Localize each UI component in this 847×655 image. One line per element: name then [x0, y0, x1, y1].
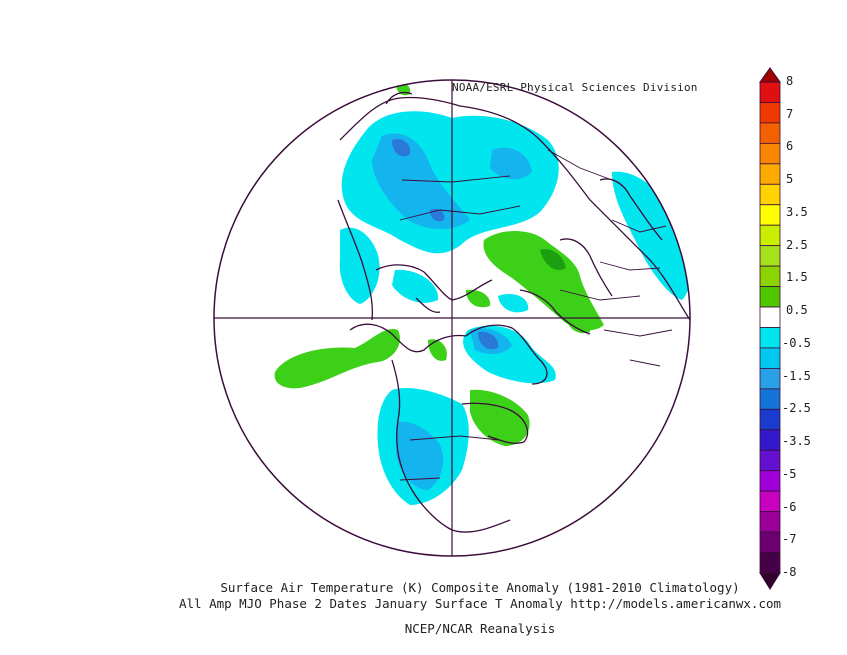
cold-region-na-core — [396, 421, 444, 490]
colorbar-swatch — [759, 490, 781, 513]
political-borders — [399, 149, 673, 481]
warm-region-hudson — [428, 339, 447, 361]
colorbar-swatch — [759, 142, 781, 165]
colorbar-swatch — [759, 552, 781, 574]
colorbar-tick-label: -3.5 — [782, 434, 811, 449]
credit-label: NOAA/ESRL Physical Sciences Division — [452, 81, 698, 94]
cold-region-alaska-dark — [478, 331, 499, 350]
colorbar-tick-label: 3.5 — [786, 204, 808, 219]
colorbar-tick-label: 7 — [786, 106, 794, 121]
colorbar-tick-label: 0.5 — [786, 303, 808, 318]
colorbar-tick-label: 5 — [786, 172, 794, 187]
colorbar-swatch — [759, 163, 781, 185]
colorbar-tick-label: -5 — [782, 466, 797, 481]
colorbar-swatch — [759, 265, 781, 287]
warm-region-arctic-atlantic — [483, 231, 604, 331]
warm-region-caucasus — [566, 316, 591, 334]
caption-source: NCEP/NCAR Reanalysis — [404, 621, 556, 636]
caption-subtitle: All Amp MJO Phase 2 Dates January Surfac… — [178, 596, 782, 611]
cold-region-siberia-east — [490, 147, 532, 180]
colorbar-swatch — [759, 306, 781, 328]
colorbar-tick-label: 8 — [786, 74, 794, 88]
warm-region-pacific — [274, 329, 400, 389]
colorbar-swatch — [759, 449, 781, 472]
colorbar-tick-label: -6 — [782, 499, 797, 514]
colorbar-swatch — [759, 286, 781, 308]
colorbar-swatch — [759, 470, 781, 492]
colorbar-swatch — [759, 511, 781, 533]
colorbar-tick-label: 2.5 — [786, 237, 808, 252]
colorbar-swatch — [759, 183, 781, 206]
colorbar-swatch — [759, 429, 781, 451]
cold-region-siberia-core — [372, 133, 470, 230]
colorbar-tick-label: -1.5 — [782, 368, 811, 383]
colorbar-tick-label: 1.5 — [786, 270, 808, 285]
cold-region-siberia-dark — [392, 138, 411, 157]
colorbar-tick-label: -2.5 — [782, 401, 811, 416]
colorbar-tick-label: 6 — [786, 139, 794, 154]
colorbar-swatch — [759, 368, 781, 390]
warm-region-warm-core — [540, 249, 566, 270]
colorbar-swatch — [759, 102, 781, 124]
colorbar-tick-label: -7 — [782, 532, 797, 547]
colorbar-swatch — [759, 408, 781, 431]
caption-title: Surface Air Temperature (K) Composite An… — [220, 580, 740, 595]
colorbar-swatch — [759, 347, 781, 369]
colorbar-arrow-bottom — [759, 572, 781, 590]
colorbar-swatch — [759, 531, 781, 553]
hemisphere-outline — [213, 79, 691, 557]
colorbar-swatch — [759, 224, 781, 247]
colorbar-arrow-top — [759, 67, 781, 83]
colorbar-swatch — [759, 388, 781, 410]
cold-region-europe — [392, 269, 439, 303]
cold-region-asia-east — [612, 171, 690, 300]
colorbar-tick-label: -8 — [782, 565, 797, 579]
cold-region-arctic-small — [498, 293, 529, 313]
anomaly-shading — [274, 82, 690, 505]
coastlines — [337, 91, 690, 533]
colorbar-tick-label: -0.5 — [782, 335, 811, 350]
warm-region-greenland — [466, 289, 491, 308]
colorbar — [759, 67, 781, 590]
colorbar-swatch — [759, 122, 781, 144]
colorbar-swatch — [759, 81, 781, 103]
colorbar-swatch — [759, 327, 781, 349]
cold-region-scandinavia — [339, 227, 380, 304]
colorbar-swatch — [759, 245, 781, 267]
colorbar-swatch — [759, 204, 781, 226]
